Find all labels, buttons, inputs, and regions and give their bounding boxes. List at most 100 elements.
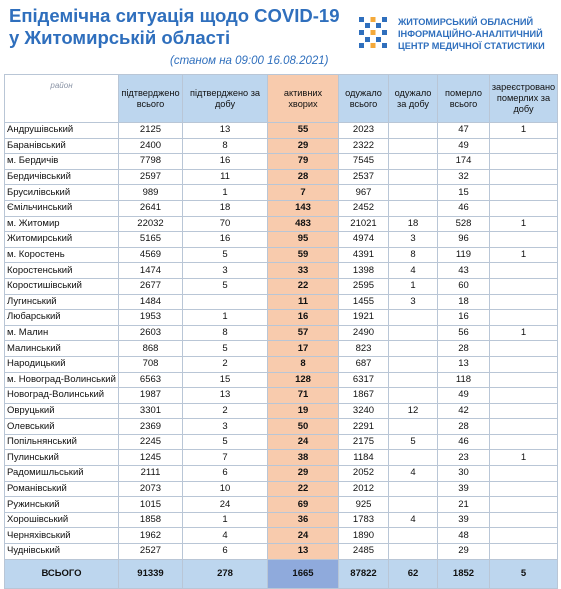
column-header-confirmed-total: підтверджено всього [118,74,183,123]
table-cell: 28 [437,340,490,357]
table-cell [388,309,438,326]
table-cell [489,199,558,217]
table-cell: 1858 [118,511,183,529]
table-cell: 1953 [118,309,183,326]
district-name: Народицький [4,355,119,373]
active-cases-cell: 16 [267,309,339,326]
table-cell: 48 [437,527,490,545]
table-cell: 6563 [118,371,183,389]
table-cell [388,496,438,513]
table-cell: 10 [182,480,268,498]
table-cell: 22032 [118,215,183,233]
table-cell: 1398 [338,262,389,279]
district-name: м. Новоград-Волинський [4,371,119,389]
table-cell [489,511,558,529]
table-cell: 2597 [118,168,183,186]
column-header-recovered-day: одужало за добу [388,74,438,123]
table-cell: 3301 [118,402,183,420]
table-cell: 39 [437,480,490,498]
table-cell [489,355,558,373]
table-cell: 1867 [338,387,389,404]
active-cases-cell: 69 [267,496,339,513]
table-cell: 4 [388,465,438,482]
table-cell: 3 [388,231,438,248]
table-cell: 2369 [118,418,183,435]
table-cell [388,543,438,560]
district-name: Брусилівський [4,184,119,201]
table-cell: 13 [437,355,490,373]
table-cell [489,402,558,420]
total-cell: 1852 [437,558,490,589]
page-title: Епідемічна ситуація щодо COVID-19 у Жито… [9,5,340,49]
district-name: Андрушівський [4,122,119,139]
table-cell: 5 [182,340,268,357]
table-cell: 30 [437,465,490,482]
table-cell: 70 [182,215,268,233]
table-cell [489,387,558,404]
column-header-recovered-total: одужало всього [338,74,389,123]
column-header-confirmed-day: підтверджено за добу [182,74,268,123]
table-cell: 4974 [338,231,389,248]
active-cases-cell: 17 [267,340,339,357]
table-row: Андрушівський 2125 13 55 2023 47 1 [4,122,558,139]
table-cell: 8 [182,324,268,342]
table-cell: 8 [182,137,268,155]
table-cell: 3240 [338,402,389,420]
table-cell: 96 [437,231,490,248]
table-cell: 49 [437,137,490,155]
district-name: Пулинський [4,449,119,467]
table-cell: 5 [182,433,268,451]
table-cell: 2527 [118,543,183,560]
table-cell: 1 [182,511,268,529]
table-cell: 29 [437,543,490,560]
table-cell [388,199,438,217]
table-cell [489,480,558,498]
table-cell: 1184 [338,449,389,467]
org-line-1: ЖИТОМИРСЬКИЙ ОБЛАСНИЙ [398,17,534,27]
district-name: м. Бердичів [4,153,119,170]
table-cell: 13 [182,387,268,404]
table-cell: 6 [182,465,268,482]
active-cases-cell: 143 [267,199,339,217]
table-body: Андрушівський 2125 13 55 2023 47 1 Баранівський… [4,122,558,560]
active-cases-cell: 24 [267,433,339,451]
table-row: Романівський 2073 10 22 2012 39 [4,480,558,498]
report-date: (станом на 09:00 16.08.2021) [170,55,329,67]
column-header-deaths-total: померло всього [437,74,490,123]
active-cases-cell: 95 [267,231,339,248]
table-cell: 4 [388,511,438,529]
active-cases-cell: 59 [267,246,339,264]
org-line-3: ЦЕНТР МЕДИЧНОЇ СТАТИСТИКИ [398,41,545,51]
table-cell [489,309,558,326]
district-name: Коростишівський [4,277,119,295]
table-cell: 18 [437,293,490,311]
table-cell [388,122,438,139]
total-cell: 62 [388,558,438,589]
table-cell: 2073 [118,480,183,498]
table-cell: 2012 [338,480,389,498]
total-cell: 91339 [118,558,183,589]
table-row: Лугинський 1484 11 1455 3 18 [4,293,558,311]
table-cell: 1 [489,324,558,342]
table-cell: 1890 [338,527,389,545]
active-cases-cell: 483 [267,215,339,233]
cross-dots-logo-icon [359,17,387,48]
table-cell: 5 [182,277,268,295]
active-cases-cell: 8 [267,355,339,373]
table-row: Ємільчинський 2641 18 143 2452 46 [4,199,558,217]
table-cell: 1 [182,184,268,201]
table-cell: 687 [338,355,389,373]
title-line-1: Епідемічна ситуація щодо COVID-19 [9,5,340,26]
district-name: Коростенський [4,262,119,279]
district-name: Баранівський [4,137,119,155]
table-row: Попільнянський 2245 5 24 2175 5 46 [4,433,558,451]
table-cell: 12 [388,402,438,420]
district-name: Попільнянський [4,433,119,451]
table-cell: 1 [489,246,558,264]
active-cases-cell: 13 [267,543,339,560]
district-name: Бердичівський [4,168,119,186]
district-name: м. Житомир [4,215,119,233]
table-cell: 28 [437,418,490,435]
table-cell: 15 [182,371,268,389]
active-cases-cell: 36 [267,511,339,529]
